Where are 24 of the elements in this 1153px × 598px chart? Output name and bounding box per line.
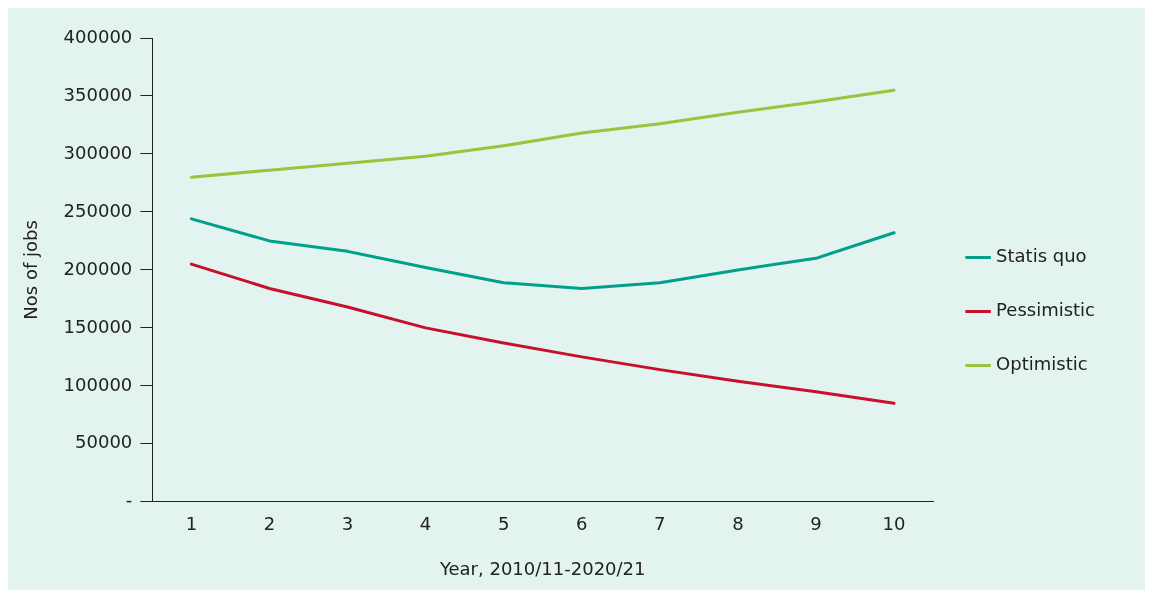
y-tick-label: 200000 xyxy=(63,257,133,279)
legend-label: Pessimistic xyxy=(996,299,1096,321)
y-tick-label: 50000 xyxy=(75,431,133,453)
y-tick-label: 400000 xyxy=(63,25,133,47)
y-tick-label: - xyxy=(125,489,133,511)
x-tick-label: 5 xyxy=(497,513,510,535)
y-axis-title: Nos of jobs xyxy=(20,220,42,320)
y-tick-label: 300000 xyxy=(63,141,133,163)
x-tick-label: 7 xyxy=(654,513,666,535)
x-tick-label: 6 xyxy=(576,513,588,535)
x-tick-label: 4 xyxy=(419,513,432,535)
legend-label: Optimistic xyxy=(996,353,1088,375)
y-tick-label: 100000 xyxy=(63,373,133,395)
y-tick-label: 250000 xyxy=(63,199,133,221)
x-tick-label: 9 xyxy=(810,513,822,535)
x-tick-label: 3 xyxy=(341,513,354,535)
y-tick-label: 350000 xyxy=(63,83,133,105)
x-axis-title: Year, 2010/11-2020/21 xyxy=(438,557,646,579)
x-tick-label: 2 xyxy=(263,513,276,535)
x-tick-label: 1 xyxy=(185,513,198,535)
x-tick-label: 8 xyxy=(732,513,744,535)
legend-label: Statis quo xyxy=(996,245,1087,267)
y-tick-label: 150000 xyxy=(63,315,133,337)
x-tick-label: 10 xyxy=(882,513,906,535)
